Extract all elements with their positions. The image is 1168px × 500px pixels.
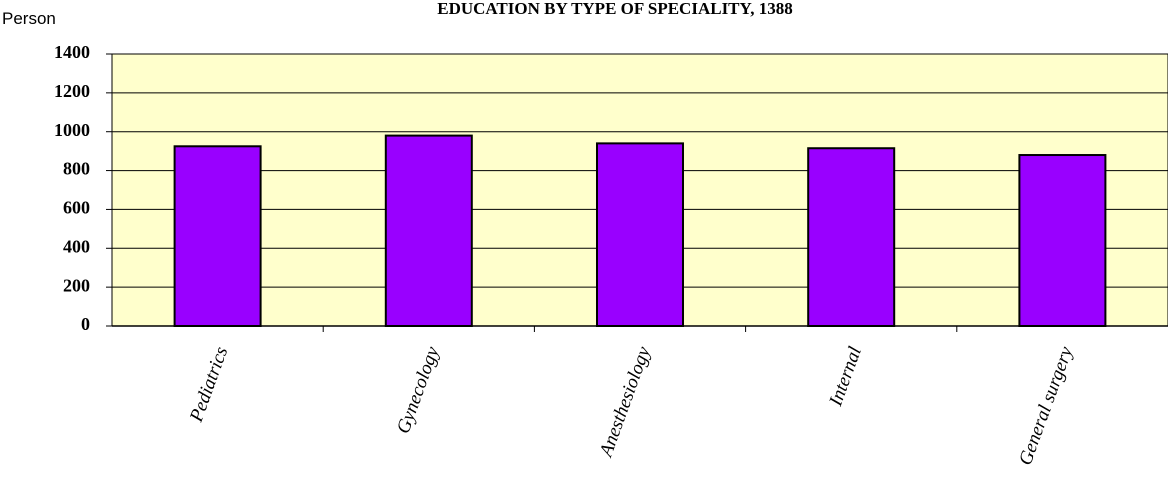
- y-tick-label: 400: [63, 236, 90, 256]
- y-tick-label: 200: [63, 275, 90, 295]
- bar: [173, 145, 262, 327]
- y-tick-label: 1200: [54, 81, 90, 101]
- y-tick-label: 800: [63, 159, 90, 179]
- y-tick-label: 1000: [54, 120, 90, 140]
- bar: [1018, 154, 1107, 327]
- y-tick-label: 600: [63, 198, 90, 218]
- bar: [807, 147, 896, 327]
- x-tick-label: Pediatrics: [186, 344, 233, 426]
- x-tick-label: Anesthesiology: [595, 343, 655, 461]
- x-tick-label: General surgery: [1015, 343, 1077, 468]
- y-axis-label: Person: [2, 9, 56, 28]
- x-tick-label: Gynecology: [393, 343, 444, 436]
- bar: [384, 134, 473, 327]
- y-tick-label: 0: [81, 314, 90, 334]
- y-tick-label: 1400: [54, 42, 90, 62]
- x-tick-label: Internal: [825, 344, 866, 410]
- chart-title: EDUCATION BY TYPE OF SPECIALITY, 1388: [437, 0, 793, 18]
- bar: [596, 142, 684, 327]
